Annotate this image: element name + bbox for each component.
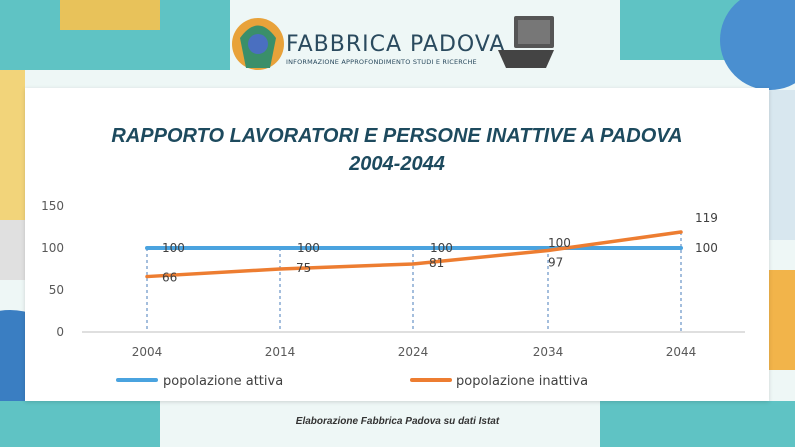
category-guide-lines [146,232,682,332]
data-labels: 100 100 100 100 100 66 75 81 97 119 [162,211,718,285]
data-label-inattiva: 75 [296,261,311,275]
data-label-attiva: 100 [430,241,453,255]
brand-tagline: INFORMAZIONE APPROFONDIMENTO STUDI E RIC… [286,58,477,66]
legend: popolazione attiva popolazione inattiva [116,374,588,389]
series-lines [145,230,683,279]
x-tick-label: 2044 [666,345,697,359]
globe-right-shape [720,0,795,90]
legend-label-inattiva: popolazione inattiva [456,374,588,389]
passport-shape [769,270,795,370]
lion-logo-icon [232,18,284,70]
yellow-clip-shape [60,0,160,30]
teal-bottom-left-shape [0,401,160,447]
chart-title: RAPPORTO LAVORATORI E PERSONE INATTIVE A… [25,122,769,178]
data-label-attiva: 100 [695,241,718,255]
y-axis: 0 50 100 150 [41,199,64,339]
series-line-inattiva [145,230,683,279]
y-tick-label: 50 [49,283,64,297]
x-tick-label: 2024 [398,345,429,359]
laptop-icon [498,16,554,68]
chart-card [25,88,769,401]
pencil-shape [0,220,25,280]
data-label-inattiva: 119 [695,211,718,225]
y-tick-label: 0 [56,325,64,339]
data-label-attiva: 100 [297,241,320,255]
x-tick-label: 2014 [265,345,296,359]
teal-bottom-right-shape [600,401,795,447]
brand-name: FABBRICA PADOVA [286,32,506,57]
brand-header: FABBRICA PADOVA INFORMAZIONE APPROFONDIM… [230,8,570,80]
x-tick-label: 2004 [132,345,163,359]
y-tick-label: 150 [41,199,64,213]
data-label-attiva: 100 [162,241,185,255]
data-label-attiva: 100 [548,236,571,250]
notepad-shape [0,70,25,220]
data-label-inattiva: 81 [429,256,444,270]
x-axis: 2004 2014 2024 2034 2044 [82,331,745,359]
source-note: Elaborazione Fabbrica Padova su dati Ist… [295,416,500,427]
x-tick-label: 2034 [533,345,564,359]
chart-title-line-1: RAPPORTO LAVORATORI E PERSONE INATTIVE A… [111,125,683,147]
legend-label-attiva: popolazione attiva [163,374,283,389]
data-label-inattiva: 66 [162,271,177,285]
chart-title-line-2: 2004-2044 [349,153,445,175]
data-label-inattiva: 97 [548,256,563,270]
y-tick-label: 100 [41,241,64,255]
cup-shape [769,90,795,240]
